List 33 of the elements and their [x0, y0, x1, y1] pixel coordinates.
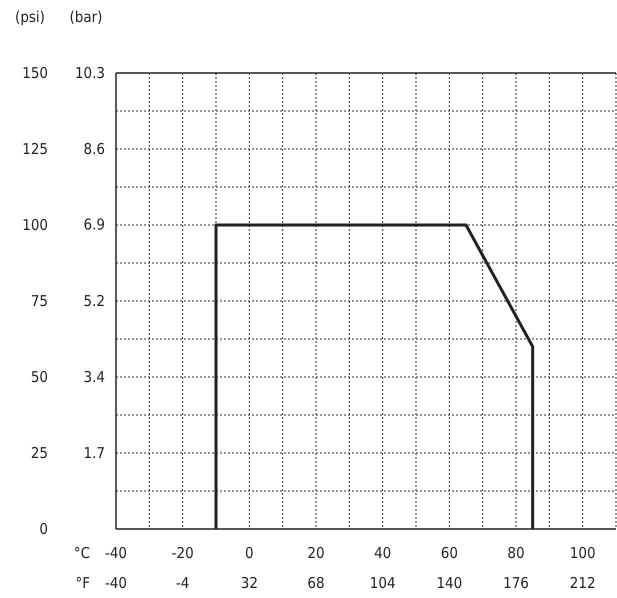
y-tick-label: 125: [22, 140, 48, 158]
x-tick-label: 100: [570, 544, 596, 562]
x2-axis-title: °F: [75, 574, 90, 592]
y2-tick-label: 8.6: [84, 140, 105, 158]
x-tick-label: 40: [374, 544, 392, 562]
y2-tick-label: 3.4: [84, 368, 105, 386]
x-tick-label: -20: [172, 544, 194, 562]
x-tick-label: -40: [104, 544, 128, 562]
y2-tick-label: 6.9: [84, 216, 105, 234]
y-tick-label: 150: [22, 64, 48, 82]
y2-tick-label: 1.7: [84, 444, 105, 462]
x2-tick-label: -4: [176, 574, 190, 592]
x-axis-title: °C: [74, 544, 90, 562]
y-tick-label: 0: [39, 520, 48, 538]
y-tick-label: 75: [30, 292, 48, 310]
y-tick-label: 25: [30, 444, 48, 462]
x-tick-label: 0: [245, 544, 254, 562]
x2-tick-label: -40: [104, 574, 128, 592]
x2-tick-label: 176: [503, 574, 529, 592]
x2-tick-label: 32: [240, 574, 258, 592]
y2-axis-title: (bar): [70, 8, 102, 26]
x2-tick-label: 140: [436, 574, 462, 592]
y2-tick-label: 5.2: [84, 292, 105, 310]
x2-tick-label: 212: [570, 574, 596, 592]
x-tick-label: 20: [307, 544, 325, 562]
y-tick-label: 100: [22, 216, 48, 234]
x-tick-label: 80: [507, 544, 525, 562]
y2-tick-label: 10.3: [74, 64, 105, 82]
x2-tick-label: 104: [370, 574, 396, 592]
x2-tick-label: 68: [307, 574, 325, 592]
y-tick-label: 50: [30, 368, 48, 386]
y-axis-title: (psi): [15, 8, 45, 26]
x-tick-label: 60: [440, 544, 458, 562]
